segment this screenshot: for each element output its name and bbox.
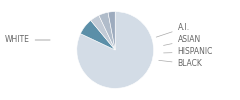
- Text: BLACK: BLACK: [159, 60, 203, 68]
- Text: ASIAN: ASIAN: [163, 36, 201, 45]
- Wedge shape: [108, 12, 115, 50]
- Text: HISPANIC: HISPANIC: [164, 48, 213, 56]
- Wedge shape: [91, 15, 115, 50]
- Wedge shape: [80, 20, 115, 50]
- Wedge shape: [77, 12, 154, 88]
- Wedge shape: [99, 12, 115, 50]
- Text: WHITE: WHITE: [5, 36, 50, 44]
- Text: A.I.: A.I.: [156, 24, 190, 37]
